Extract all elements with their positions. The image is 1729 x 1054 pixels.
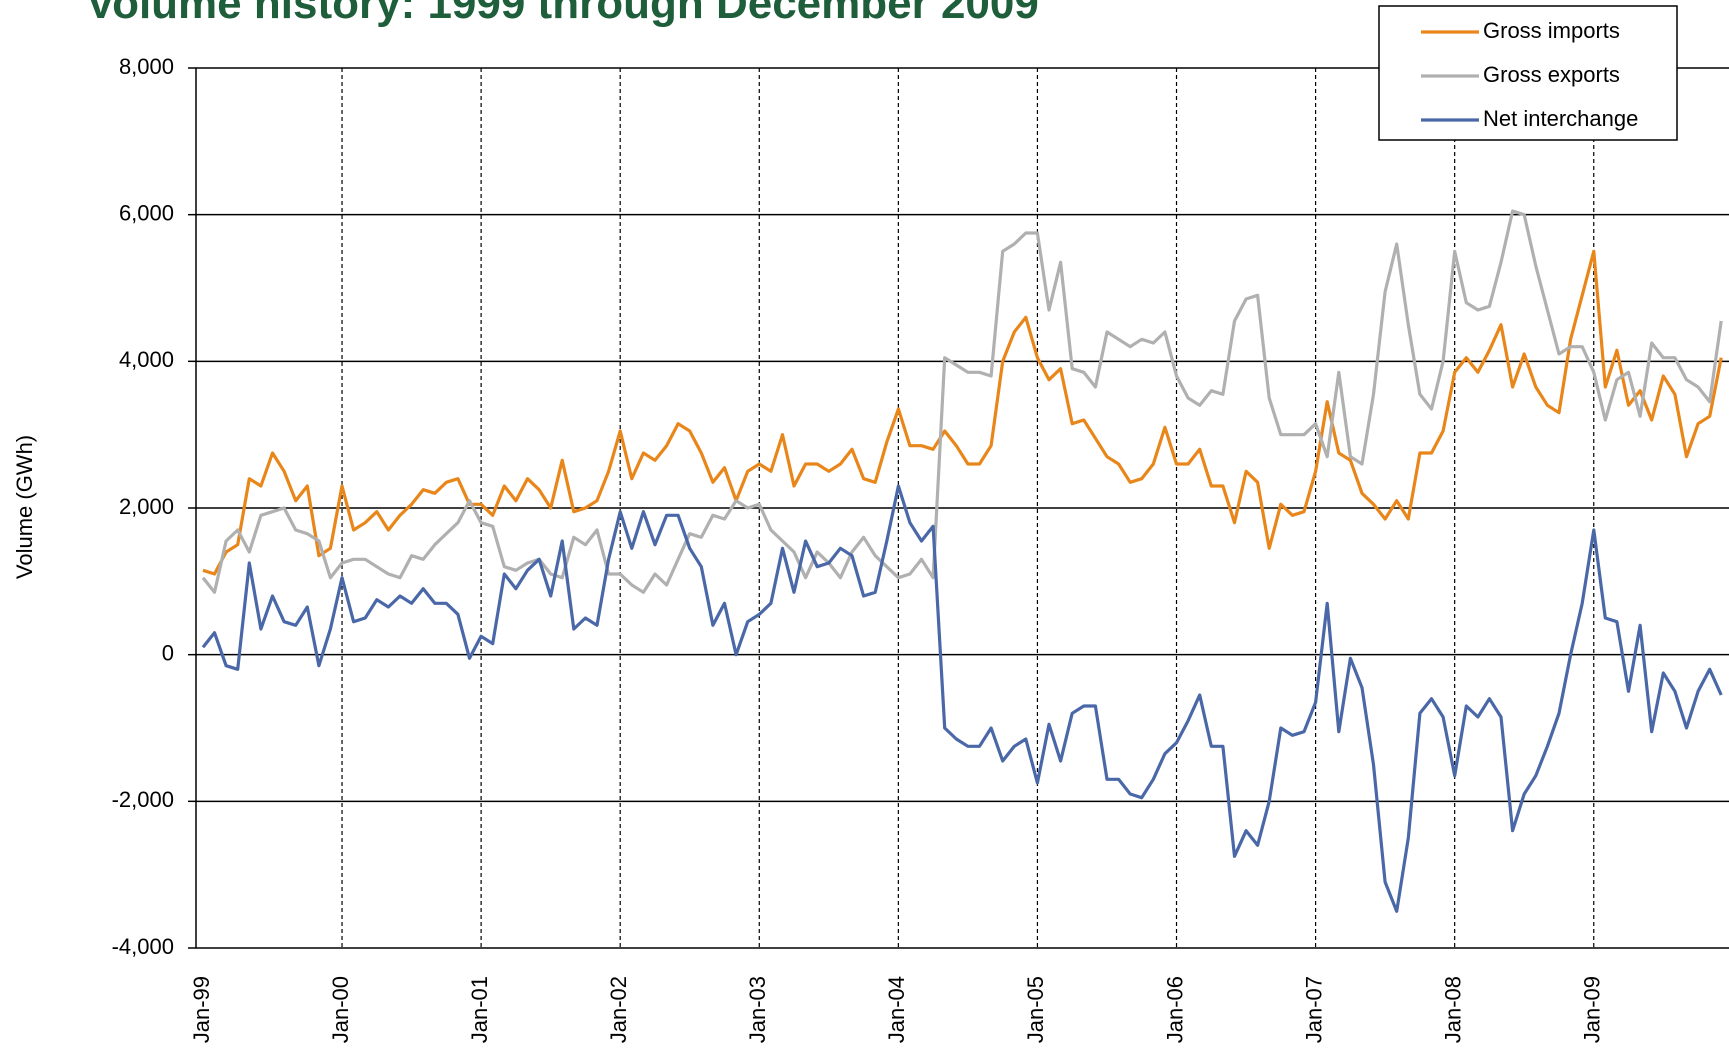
x-tick-label: Jan-00 bbox=[328, 976, 353, 1043]
y-tick-label: 8,000 bbox=[119, 54, 174, 79]
x-tick-label: Jan-03 bbox=[745, 976, 770, 1043]
x-tick-label: Jan-06 bbox=[1162, 976, 1187, 1043]
x-tick-label: Jan-99 bbox=[189, 976, 214, 1043]
legend-box bbox=[1378, 5, 1678, 141]
series-line bbox=[201, 484, 1723, 913]
legend: Gross imports Gross exports Net interchang… bbox=[1378, 5, 1678, 141]
legend-label: Net interchange bbox=[1483, 106, 1638, 131]
x-tick-label: Jan-07 bbox=[1301, 976, 1326, 1043]
chart-title: Volume history: 1999 through December 20… bbox=[86, 0, 1039, 28]
y-tick-label: 2,000 bbox=[119, 494, 174, 519]
series-line bbox=[202, 249, 1723, 576]
y-tick-label: 0 bbox=[162, 640, 174, 665]
y-tick-label: 4,000 bbox=[119, 347, 174, 372]
y-tick-label: 6,000 bbox=[119, 200, 174, 225]
series-line bbox=[201, 209, 1723, 594]
x-tick-label: Jan-08 bbox=[1440, 976, 1465, 1043]
x-tick-label: Jan-02 bbox=[606, 976, 631, 1043]
legend-label: Gross imports bbox=[1483, 18, 1620, 43]
x-tick-label: Jan-01 bbox=[467, 976, 492, 1043]
x-tick-label: Jan-09 bbox=[1580, 976, 1605, 1043]
x-tick-label: Jan-05 bbox=[1023, 976, 1048, 1043]
y-tick-label: -2,000 bbox=[112, 787, 174, 812]
y-axis-label: Volume (GWh) bbox=[12, 435, 37, 579]
x-tick-label: Jan-04 bbox=[884, 976, 909, 1043]
legend-label: Gross exports bbox=[1483, 62, 1620, 87]
y-tick-label: -4,000 bbox=[112, 934, 174, 959]
